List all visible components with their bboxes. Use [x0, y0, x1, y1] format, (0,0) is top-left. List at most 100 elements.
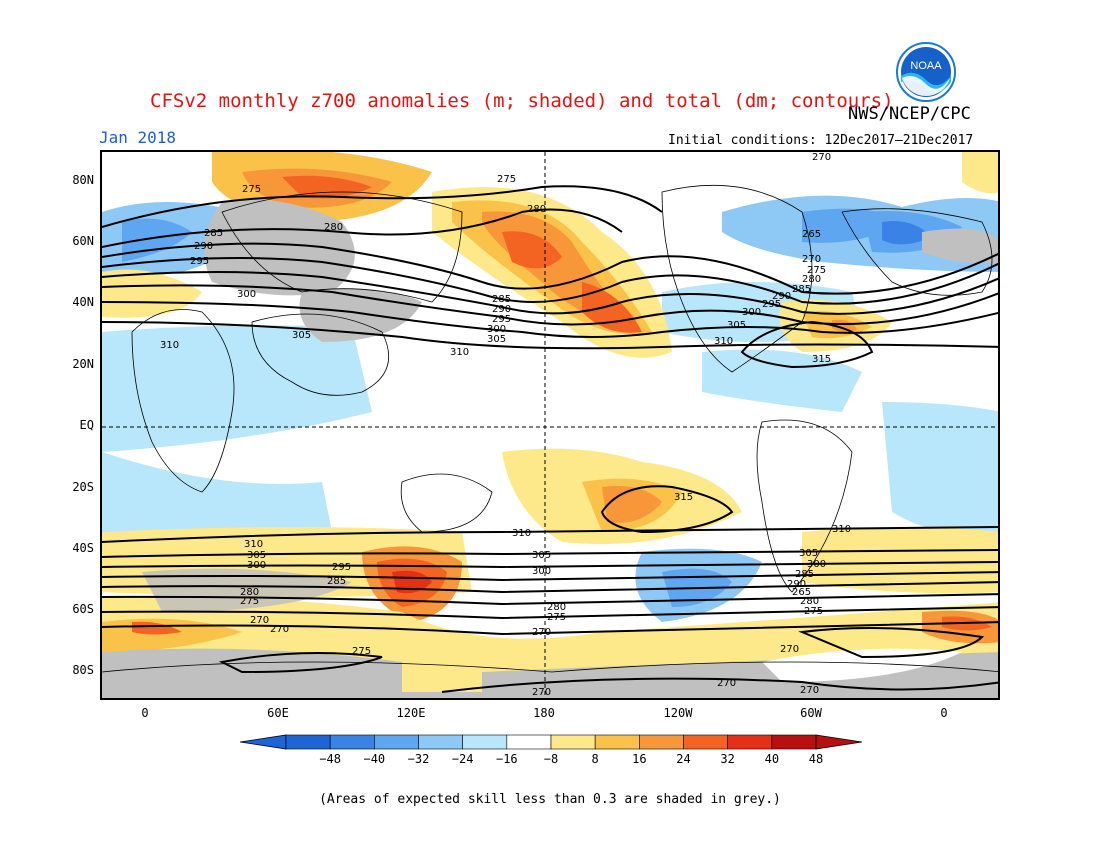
contour-label-270-ant: 270 [717, 678, 736, 689]
colorbar-tick-label: −16 [495, 752, 518, 766]
lon-label: 60W [800, 706, 822, 720]
contour-label-295-pac: 295 [492, 314, 511, 325]
colorbar-swatch [727, 734, 773, 750]
contour-label-300-pac: 300 [487, 324, 506, 335]
contour-label-300-sh-mid: 300 [532, 566, 551, 577]
contour-label-270-sam: 270 [780, 644, 799, 655]
colorbar-swatch [462, 734, 508, 750]
lon-label: 180 [533, 706, 555, 720]
contour-label-275-pole: 275 [497, 174, 516, 185]
lat-label: 80N [72, 173, 94, 187]
lat-label: 60S [72, 602, 94, 616]
contour-label-285-atl: 285 [792, 284, 811, 295]
colorbar-swatch [594, 734, 640, 750]
contour-label-310-atl: 310 [714, 336, 733, 347]
contour-label-295-asia: 295 [190, 256, 209, 267]
colorbar-tick-label: 8 [591, 752, 599, 766]
contour-label-285-sh: 285 [327, 576, 346, 587]
map-panel: 275 275 270 280 280 285 265 290 295 300 … [100, 150, 1000, 700]
initial-conditions: Initial conditions: 12Dec2017–21Dec2017 [668, 133, 974, 148]
contour-label-305-pac: 305 [487, 334, 506, 345]
contour-label-270-sh-b: 270 [270, 624, 289, 635]
contour-label-315-sh: 315 [674, 492, 693, 503]
contour-label-285-asia: 285 [204, 228, 223, 239]
contour-labels: 275 275 270 280 280 285 265 290 295 300 … [160, 152, 851, 698]
lon-label: 60E [267, 706, 289, 720]
lat-label: 20S [72, 480, 94, 494]
colorbar-tick-label: −40 [363, 752, 386, 766]
contour-label-265-nh: 265 [802, 229, 821, 240]
chart-title: CFSv2 monthly z700 anomalies (m; shaded)… [150, 90, 894, 112]
colorbar-tick-label: 24 [676, 752, 691, 766]
contour-label-280-asia: 280 [324, 222, 343, 233]
contour-label-270-sh-mid: 270 [532, 627, 551, 638]
contour-label-310-sh-east: 310 [832, 524, 851, 535]
colorbar-swatch [683, 734, 728, 750]
contour-label-310-sh-west: 310 [244, 539, 263, 550]
contour-label-270-ant-b: 270 [800, 685, 819, 696]
colorbar-tick-label: −48 [319, 752, 341, 766]
contour-label-290-asia: 290 [194, 241, 213, 252]
colorbar-tick-label: 40 [764, 752, 780, 766]
contour-label-275-ant: 275 [352, 646, 371, 657]
contour-label-300-asia: 300 [237, 289, 256, 300]
lat-label: 80S [72, 663, 94, 677]
colorbar-arrow-left [240, 734, 287, 750]
contour-label-280-atl: 280 [802, 274, 821, 285]
contour-label-310-sh: 310 [512, 528, 531, 539]
lat-label: 40N [72, 295, 94, 309]
contour-label-275-sh-mid: 275 [547, 612, 566, 623]
lon-label: 0 [940, 706, 948, 720]
contour-label-305-asia: 305 [292, 330, 311, 341]
contour-label-275-nh: 275 [242, 184, 261, 195]
contour-label-275-sh: 275 [240, 596, 259, 607]
lat-label: EQ [79, 418, 94, 432]
lon-label: 0 [141, 706, 149, 720]
contour-label-270-ant-c: 270 [532, 687, 551, 698]
colorbar-tick-label: 48 [808, 752, 824, 766]
contour-label-275-sam: 275 [804, 606, 823, 617]
contour-label-295-atl: 295 [762, 299, 781, 310]
contour-label-290-pac: 290 [492, 304, 511, 315]
noaa-logo-icon: NOAA [896, 42, 956, 102]
colorbar [240, 734, 862, 750]
contour-label-300-sam: 300 [807, 559, 826, 570]
contour-label-270-atl: 270 [802, 254, 821, 265]
contour-label-265-sam: 265 [792, 587, 811, 598]
contour-label-280-nh: 280 [527, 204, 546, 215]
anomaly-map: 275 275 270 280 280 285 265 290 295 300 … [102, 152, 998, 698]
contour-label-285-pac: 285 [492, 294, 511, 305]
lon-label: 120E [396, 706, 426, 720]
colorbar-swatch [285, 734, 331, 750]
contour-label-280-sh-mid: 280 [547, 602, 566, 613]
lat-label: 40S [72, 541, 94, 555]
contour-label-290-atl: 290 [772, 291, 791, 302]
contour-label-310-nh: 310 [160, 340, 179, 351]
contour-label-285-sam: 285 [795, 569, 814, 580]
colorbar-swatch [639, 734, 684, 750]
lat-label: 60N [72, 234, 94, 248]
contour-label-270-nh: 270 [812, 152, 831, 163]
contour-label-310-pac: 310 [450, 347, 469, 358]
contour-label-290-sam: 290 [787, 579, 806, 590]
agency-label: NWS/NCEP/CPC [848, 104, 971, 124]
colorbar-swatch [374, 734, 419, 750]
contour-label-280-sam: 280 [800, 596, 819, 607]
contour-label-305-sh-mid: 305 [532, 550, 551, 561]
contour-label-305-sam: 305 [799, 548, 818, 559]
colorbar-swatch [506, 734, 552, 750]
colorbar-tick-label: −8 [543, 752, 559, 766]
colorbar-tick-label: −24 [451, 752, 474, 766]
contour-label-270-sh: 270 [250, 615, 269, 626]
contour-label-305-atl: 305 [727, 320, 746, 331]
colorbar-tick-label: 16 [632, 752, 647, 766]
colorbar-tick-label: −32 [407, 752, 430, 766]
colorbar-swatch [550, 734, 596, 750]
contour-label-305-sh: 305 [247, 550, 266, 561]
colorbar-swatch [329, 734, 375, 750]
logo-text: NOAA [910, 60, 942, 72]
contour-label-275-atl: 275 [807, 265, 826, 276]
skill-footnote: (Areas of expected skill less than 0.3 a… [319, 792, 781, 807]
contour-label-300-atl: 300 [742, 307, 761, 318]
colorbar-arrow-right [815, 734, 862, 750]
